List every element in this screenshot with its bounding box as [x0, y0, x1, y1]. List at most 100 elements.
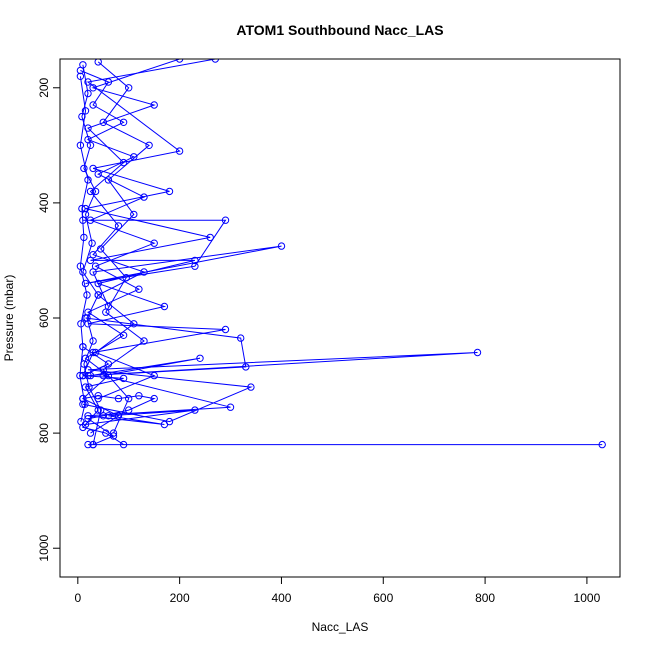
data-point	[86, 429, 95, 437]
x-tick-label: 200	[170, 591, 190, 605]
series-12	[79, 343, 128, 449]
data-point	[598, 440, 606, 449]
x-tick-label: 1000	[574, 591, 601, 605]
data-point	[94, 291, 102, 299]
data-point	[206, 233, 214, 242]
data-point	[79, 423, 87, 432]
data-point	[80, 233, 88, 242]
data-point	[102, 308, 110, 316]
data-point	[76, 72, 85, 81]
y-tick-label: 600	[37, 308, 51, 328]
series-3	[79, 59, 230, 380]
series-line	[82, 59, 226, 376]
data-point	[86, 187, 95, 196]
series-11	[84, 59, 184, 403]
data-point	[76, 66, 85, 75]
data-point	[165, 187, 174, 196]
y-tick-label: 800	[37, 423, 51, 443]
data-point	[81, 354, 90, 362]
data-point	[211, 59, 219, 63]
data-point	[79, 371, 87, 380]
series-line	[81, 346, 124, 446]
data-point	[79, 343, 87, 351]
data-point	[237, 334, 245, 342]
data-point	[104, 360, 113, 368]
data-point	[94, 392, 102, 400]
data-point	[150, 101, 158, 109]
data-point	[84, 135, 92, 144]
data-point	[94, 170, 102, 178]
data-point	[83, 291, 91, 299]
y-tick-label: 1000	[37, 535, 51, 562]
data-point	[277, 242, 286, 250]
data-point	[102, 429, 110, 437]
data-point	[175, 59, 184, 63]
x-axis: 0 200 400 600 800 1000	[74, 576, 601, 605]
data-point	[160, 302, 169, 311]
data-point	[191, 406, 199, 414]
data-point	[140, 268, 148, 276]
x-tick-label: 400	[271, 591, 291, 605]
data-point	[130, 210, 138, 219]
data-point	[81, 383, 90, 391]
data-point	[135, 285, 143, 293]
data-point	[191, 262, 199, 270]
data-point	[99, 118, 108, 127]
x-tick-label: 600	[373, 591, 393, 605]
data-point	[125, 84, 133, 92]
data-point	[94, 406, 102, 414]
series-8	[84, 440, 606, 449]
series-line	[82, 219, 282, 307]
data-point	[84, 176, 92, 184]
data-point	[91, 187, 100, 196]
data-point	[89, 337, 97, 345]
data-point	[226, 403, 235, 411]
data-point	[119, 118, 128, 127]
data-point	[247, 383, 255, 391]
data-point	[99, 371, 108, 380]
series-line	[87, 59, 180, 400]
data-point	[94, 59, 102, 66]
x-tick-label: 0	[74, 591, 81, 605]
data-point	[80, 164, 88, 173]
y-axis: 200 400 600 800 1000	[37, 77, 61, 562]
data-point	[150, 394, 158, 403]
data-point	[191, 256, 199, 265]
data-point	[77, 320, 85, 328]
series-line	[82, 395, 156, 446]
data-point	[94, 394, 102, 403]
data-point	[473, 348, 482, 357]
y-tick-label: 400	[37, 193, 51, 213]
data-point	[221, 216, 230, 224]
data-point	[89, 268, 97, 276]
data-point	[89, 101, 97, 109]
data-point	[76, 141, 85, 150]
data-point	[119, 374, 128, 383]
data-point	[135, 392, 143, 400]
x-axis-label: Nacc_LAS	[312, 620, 369, 634]
data-point	[114, 222, 123, 230]
data-point	[242, 363, 250, 371]
data-point	[119, 331, 128, 339]
data-point	[94, 279, 102, 288]
data-point	[119, 440, 128, 449]
x-tick-label: 800	[475, 591, 495, 605]
data-point	[89, 84, 97, 92]
data-point	[84, 124, 92, 132]
data-point	[76, 262, 85, 270]
data-point	[84, 78, 92, 86]
data-point	[130, 320, 138, 328]
data-point	[99, 412, 108, 420]
data-point	[196, 354, 204, 362]
data-point	[175, 147, 184, 155]
data-point	[150, 239, 158, 247]
data-point	[81, 400, 89, 408]
data-point	[104, 176, 113, 184]
data-point	[125, 394, 133, 403]
data-layer	[76, 59, 606, 449]
data-point	[84, 440, 92, 449]
y-tick-label: 200	[37, 77, 51, 97]
data-point	[150, 371, 158, 380]
data-point	[125, 406, 133, 414]
